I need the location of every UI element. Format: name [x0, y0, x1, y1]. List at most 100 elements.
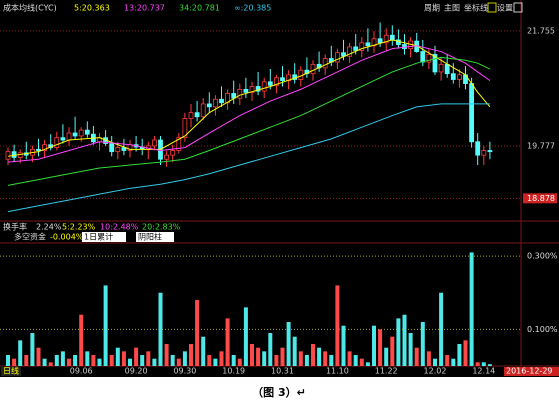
bar [48, 362, 53, 366]
bar [317, 347, 322, 366]
bar [408, 333, 413, 366]
bar [6, 355, 10, 366]
candle-body [420, 51, 426, 63]
candle-body [42, 144, 47, 151]
toolbar-item[interactable]: 设置 [497, 3, 513, 13]
dropdown-label[interactable]: 1日累计 [84, 232, 113, 242]
bar [402, 314, 407, 366]
candle-body [255, 86, 261, 92]
turnover-ma: 5:2.23% [62, 223, 96, 232]
candle-body [225, 93, 231, 104]
candle-body [438, 63, 444, 73]
window-icon[interactable] [513, 2, 523, 13]
bar [414, 347, 419, 366]
bar [457, 344, 462, 366]
bar [372, 325, 376, 366]
bar [42, 358, 47, 366]
candle-body [176, 137, 182, 151]
bar [195, 300, 200, 366]
candle-body [5, 151, 11, 160]
candle-body [280, 77, 285, 82]
bar [433, 358, 437, 366]
bar [36, 347, 41, 366]
bar [311, 344, 315, 366]
candle-body [212, 98, 218, 108]
bar [91, 355, 96, 366]
bar [164, 344, 169, 366]
candle-body [310, 63, 316, 75]
bar [274, 355, 279, 366]
candle-body [334, 52, 340, 63]
period-box[interactable] [1, 367, 21, 376]
bar [146, 351, 151, 366]
x-tick-label: 09.30 [173, 367, 196, 376]
bar [225, 318, 230, 366]
candle-body [78, 129, 84, 137]
bar [60, 351, 65, 366]
x-tick-label: 10.19 [222, 367, 245, 376]
toolbar-item[interactable]: 主图 [444, 3, 460, 13]
bar [469, 252, 474, 366]
bar [97, 358, 102, 366]
candle-body [200, 103, 206, 118]
candle-body [475, 141, 481, 156]
candle-body [383, 34, 389, 44]
candle-body [66, 132, 72, 141]
candle-body [377, 38, 383, 44]
dropdown[interactable] [136, 232, 174, 242]
bar [396, 318, 401, 366]
bar [54, 355, 59, 366]
caption: （图 3）↵ [252, 386, 306, 399]
bar [231, 355, 236, 366]
candle-body [243, 88, 249, 93]
candle-body [389, 34, 395, 41]
period[interactable]: 日线 [3, 366, 19, 376]
toolbar-item[interactable]: 坐标线 [464, 3, 488, 13]
bar [121, 351, 126, 366]
turnover-value: 2.24% [36, 223, 62, 232]
x-tick-label: 11.22 [375, 367, 398, 376]
candle-body [182, 118, 188, 139]
candle-body [249, 86, 255, 93]
x-tick-label: 12.14 [472, 367, 495, 376]
x-tick-label: 12.02 [424, 367, 447, 376]
candle-body [365, 42, 371, 47]
bar [286, 322, 291, 366]
ma-line [7, 56, 491, 186]
turnover-label: 换手率 [3, 222, 27, 232]
y-tick-label: 18.878 [527, 194, 555, 203]
bar [347, 351, 352, 366]
dropdown[interactable] [82, 232, 126, 242]
bar [152, 358, 157, 366]
bar [335, 285, 340, 366]
close-icon[interactable] [487, 2, 497, 13]
candle-body [261, 81, 267, 92]
current-date: 2016-12-29 [506, 367, 553, 376]
bar [420, 322, 425, 366]
price-label-box [523, 193, 557, 204]
dropdown-label[interactable]: 阴阳柱 [138, 232, 162, 242]
bar [292, 336, 297, 366]
bar [158, 292, 163, 366]
bar [79, 314, 84, 366]
candle-body [219, 98, 224, 104]
chart-background [0, 0, 559, 377]
bar [201, 336, 206, 366]
x-tick-label: 09.20 [125, 367, 148, 376]
candle-body [151, 139, 157, 147]
ma-line [7, 103, 490, 213]
candle-body [371, 38, 377, 47]
bar [237, 358, 242, 366]
bar [359, 358, 364, 366]
bar [475, 362, 480, 366]
bar [67, 358, 71, 366]
candle-body [456, 74, 462, 80]
candle-body [481, 150, 487, 156]
bar [304, 355, 309, 366]
date-box [504, 367, 559, 376]
bar [353, 355, 358, 366]
toolbar-item[interactable]: 周期 [424, 4, 440, 13]
legend-entry: 13:20.737 [124, 4, 165, 13]
bar [250, 344, 254, 366]
bar [323, 351, 328, 366]
